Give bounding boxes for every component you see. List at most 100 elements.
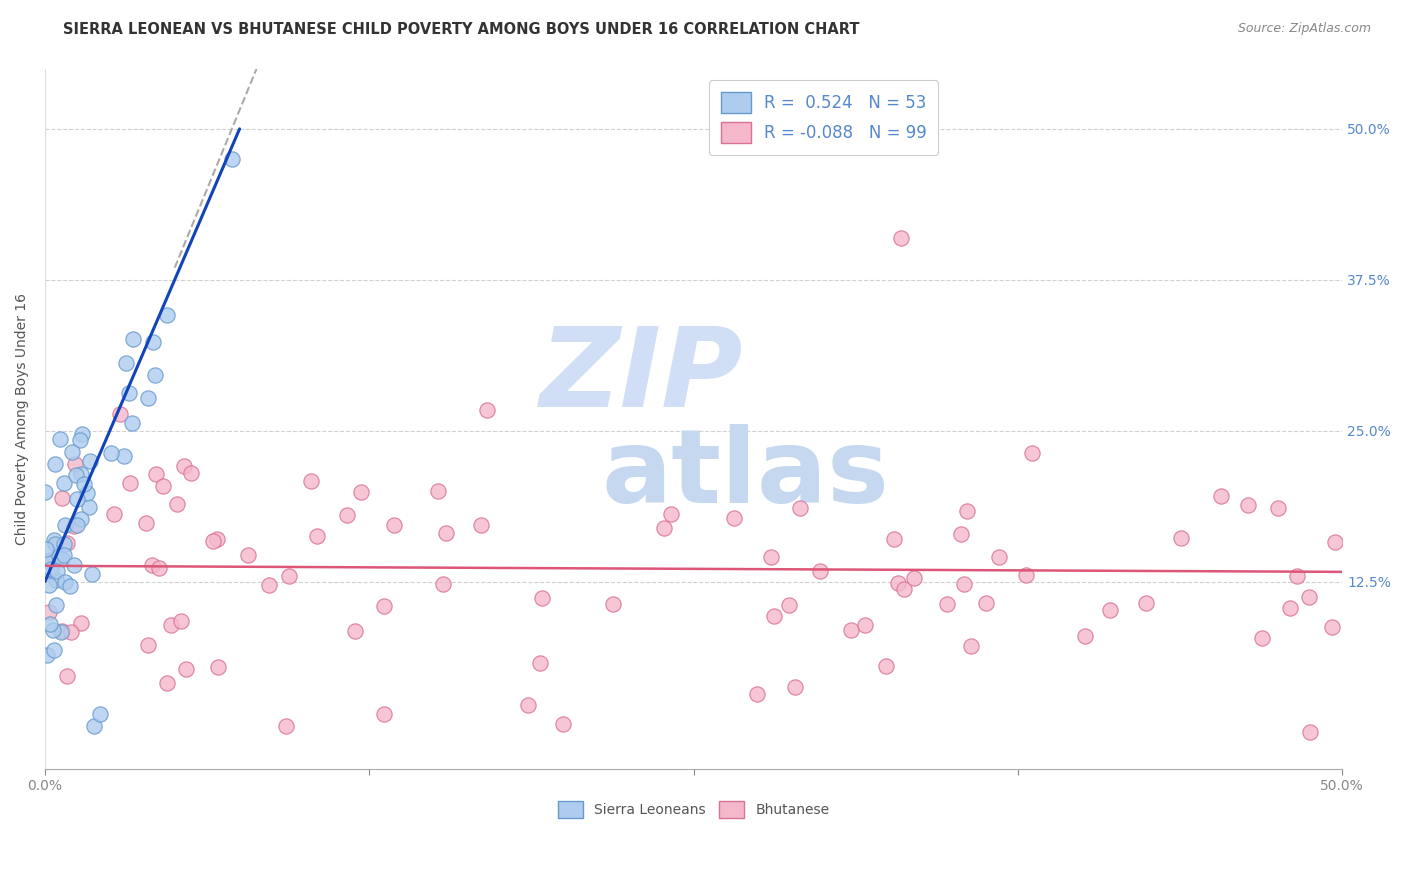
Point (63, 558, 86, 573)
Point (887, 576, 910, 591)
Point (1285, 569, 1308, 583)
Point (52, 548, 75, 562)
Point (45, 573, 67, 587)
Point (53, 537, 76, 551)
Point (46, 564, 69, 578)
Point (72, 476, 94, 491)
Point (890, 230, 912, 244)
Legend: Sierra Leoneans, Bhutanese: Sierra Leoneans, Bhutanese (551, 794, 837, 825)
Point (142, 335, 165, 350)
Point (202, 534, 225, 549)
Point (1278, 601, 1301, 615)
Point (531, 591, 554, 606)
Point (138, 638, 160, 652)
Point (180, 466, 202, 480)
Point (350, 485, 373, 500)
Point (45, 598, 67, 612)
Point (1074, 629, 1097, 643)
Point (69, 467, 91, 481)
Point (49, 625, 72, 640)
Point (53, 517, 76, 532)
Point (48, 549, 70, 563)
Point (1021, 446, 1043, 460)
Point (156, 676, 179, 690)
Point (34, 485, 56, 500)
Point (145, 467, 167, 481)
Point (553, 717, 575, 731)
Point (80, 567, 103, 582)
Point (853, 617, 876, 632)
Point (77, 500, 100, 514)
Point (475, 402, 498, 417)
Point (1251, 632, 1274, 646)
Text: ZIP: ZIP (540, 323, 744, 430)
Point (747, 687, 769, 701)
Point (59, 579, 82, 593)
Point (1209, 489, 1232, 503)
Point (143, 368, 166, 383)
Point (278, 568, 301, 582)
Point (274, 719, 297, 733)
Point (207, 660, 229, 674)
Point (470, 518, 492, 533)
Point (56, 668, 79, 682)
Point (432, 577, 454, 591)
Point (114, 356, 136, 370)
Point (1015, 568, 1038, 582)
Point (257, 578, 280, 592)
Y-axis label: Child Poverty Among Boys Under 16: Child Poverty Among Boys Under 16 (15, 293, 30, 544)
Point (79, 453, 101, 467)
Point (307, 529, 329, 543)
Point (221, 152, 243, 166)
Point (66, 492, 89, 507)
Point (69, 615, 91, 630)
Point (69, 434, 91, 448)
Point (176, 663, 198, 677)
Point (336, 508, 359, 522)
Point (51, 491, 73, 506)
Point (121, 332, 143, 346)
Point (373, 706, 395, 721)
Point (166, 497, 188, 511)
Point (1099, 603, 1122, 617)
Point (160, 618, 183, 632)
Point (987, 550, 1010, 565)
Point (35, 554, 58, 568)
Point (103, 507, 125, 521)
Point (51, 624, 73, 638)
Point (427, 483, 450, 498)
Point (38, 578, 60, 592)
Point (100, 446, 122, 460)
Point (661, 507, 683, 521)
Point (112, 450, 135, 464)
Point (39, 553, 62, 567)
Point (70, 511, 93, 525)
Point (789, 501, 811, 516)
Point (883, 532, 905, 546)
Point (602, 597, 624, 611)
Point (42, 623, 65, 637)
Point (66, 518, 89, 533)
Point (236, 548, 259, 562)
Point (959, 639, 981, 653)
Point (65, 468, 87, 483)
Text: SIERRA LEONEAN VS BHUTANESE CHILD POVERTY AMONG BOYS UNDER 16 CORRELATION CHART: SIERRA LEONEAN VS BHUTANESE CHILD POVERT… (63, 22, 860, 37)
Point (170, 614, 193, 628)
Point (875, 659, 897, 673)
Point (652, 520, 675, 534)
Point (38, 617, 60, 632)
Point (1299, 725, 1322, 739)
Point (517, 698, 540, 713)
Point (56, 536, 79, 550)
Point (49, 432, 72, 446)
Point (207, 533, 229, 547)
Point (76, 486, 98, 500)
Point (53, 574, 76, 589)
Point (135, 516, 157, 531)
Point (51, 552, 73, 566)
Point (1324, 534, 1347, 549)
Point (83, 719, 105, 733)
Point (89, 707, 111, 722)
Point (810, 564, 832, 578)
Point (35, 541, 58, 556)
